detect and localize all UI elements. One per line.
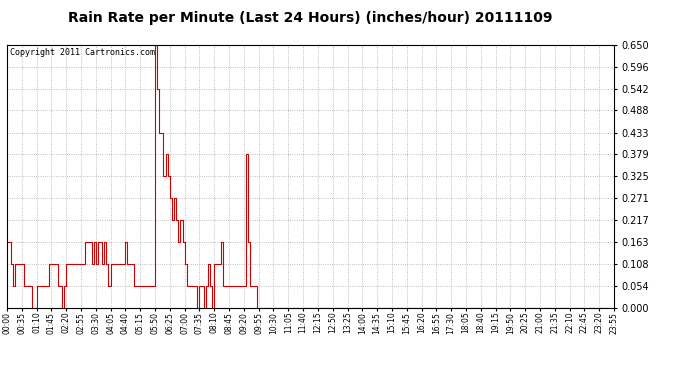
Text: Rain Rate per Minute (Last 24 Hours) (inches/hour) 20111109: Rain Rate per Minute (Last 24 Hours) (in… <box>68 11 553 25</box>
Text: Copyright 2011 Cartronics.com: Copyright 2011 Cartronics.com <box>10 48 155 57</box>
